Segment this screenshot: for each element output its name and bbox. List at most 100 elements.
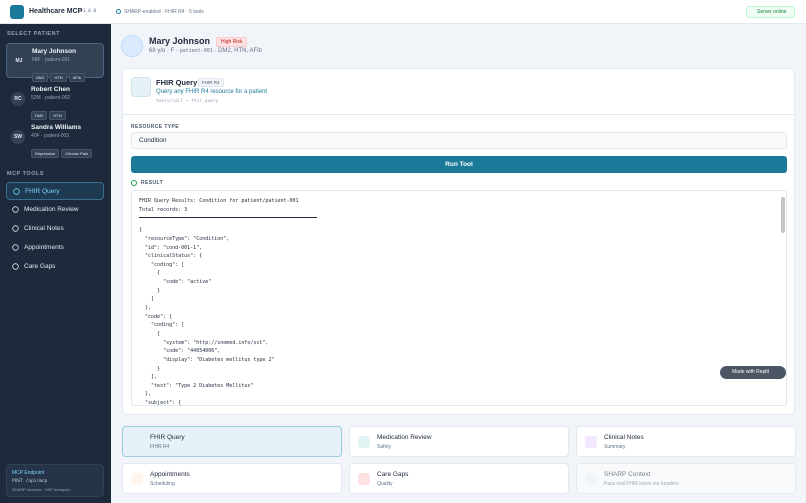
patient-card[interactable]: RC Robert Chen 52M · patient-002 DM2 HTN <box>6 82 104 120</box>
tool-card[interactable]: Medication Review Safety <box>349 426 569 457</box>
card-subtitle: Safety <box>377 444 392 450</box>
result-line: "display": "Diabetes mellitus type 2" <box>139 356 275 363</box>
tag-list: DM2 HTN <box>31 104 68 122</box>
tag: Chronic Pain <box>61 149 93 158</box>
tool-icon <box>12 206 19 213</box>
server-status: Server online <box>746 6 795 18</box>
tag: DM2 <box>32 73 49 82</box>
card-subtitle: FHIR R4 <box>150 444 170 450</box>
patient-card[interactable]: MJ Mary Johnson 68F · patient-001 DM2 HTN AFi… <box>6 43 104 82</box>
tool-item[interactable]: Clinical Notes <box>6 220 104 238</box>
result-text: FHIR Query Results: Condition for patien… <box>139 197 317 406</box>
patient-avatar <box>121 35 143 57</box>
card-icon <box>358 436 370 448</box>
result-line: "clinicalStatus": { <box>139 253 203 260</box>
card-title: Medication Review <box>377 434 432 441</box>
patient-card[interactable]: SW Sandra Williams 40F · patient-003 Depres… <box>6 120 104 158</box>
result-box: FHIR Query Results: Condition for patien… <box>131 190 787 406</box>
result-line: } <box>139 365 161 372</box>
card-title: SHARP Context <box>604 471 651 478</box>
tool-card[interactable]: Clinical Notes Summary <box>576 426 796 457</box>
result-line: "code": "active" <box>139 279 212 286</box>
tag: HTN <box>50 73 67 82</box>
tool-card[interactable]: Care Gaps Quality <box>349 463 569 494</box>
result-icon <box>131 180 137 186</box>
card-icon <box>131 473 143 485</box>
result-line: } <box>139 287 161 294</box>
result-line: { <box>139 227 143 234</box>
result-line: "text": "Type 2 Diabetes Mellitus" <box>139 382 254 389</box>
card-icon <box>358 473 370 485</box>
card-title: Appointments <box>150 471 190 478</box>
tool-card[interactable]: Appointments Scheduling <box>122 463 342 494</box>
tool-badge: FHIR R4 <box>198 78 224 87</box>
tool-icon <box>131 77 151 97</box>
patient-name: Sandra Williams <box>31 124 82 131</box>
section-heading: MCP TOOLS <box>7 171 44 177</box>
resource-select[interactable]: Condition <box>131 132 787 149</box>
tool-item[interactable]: Care Gaps <box>6 258 104 276</box>
patient-demographics: 68 y/o · F · patient-001 · DM2, HTN, AFi… <box>149 48 262 54</box>
patient-name: Mary Johnson <box>149 36 211 46</box>
card-icon <box>131 436 143 448</box>
tag: DM2 <box>31 111 48 120</box>
tool-item[interactable]: Appointments <box>6 239 104 257</box>
result-line: "resourceType": "Condition", <box>139 235 230 242</box>
patient-meta: 52M · patient-002 <box>31 95 71 101</box>
tag: AFib <box>68 73 85 82</box>
result-line: ], <box>139 374 158 381</box>
result-line: { <box>139 270 161 277</box>
result-line: { <box>139 330 161 337</box>
result-line: FHIR Query Results: Condition for patien… <box>139 198 299 204</box>
endpoint-note: SHARP headers · SSE transport <box>12 487 70 492</box>
run-button[interactable]: Run Tool <box>131 156 787 173</box>
patient-initials: MJ <box>12 54 26 68</box>
tool-card[interactable]: FHIR Query FHIR R4 <box>122 426 342 457</box>
tool-label: Appointments <box>24 244 64 251</box>
result-line: "code": "44054006", <box>139 348 221 355</box>
tag: Depression <box>31 149 60 158</box>
tool-label: Medication Review <box>24 206 79 213</box>
card-subtitle: Pass real FHIR token via headers <box>604 481 679 487</box>
tool-name: FHIR Query <box>156 78 198 87</box>
risk-badge: High Risk <box>216 37 248 47</box>
card-title: Clinical Notes <box>604 434 644 441</box>
app-title: Healthcare MCP <box>29 8 83 15</box>
status-text: SHARP-enabled · FHIR R4 · 5 tools <box>124 9 204 15</box>
tool-card[interactable]: SHARP Context Pass real FHIR token via he… <box>576 463 796 494</box>
tool-icon <box>12 225 19 232</box>
status-icon <box>116 9 121 14</box>
tool-item[interactable]: FHIR Query <box>6 182 104 200</box>
result-separator <box>139 217 317 219</box>
patient-meta: 68F · patient-001 <box>32 57 71 63</box>
card-subtitle: Scheduling <box>150 481 175 487</box>
patient-name: Mary Johnson <box>32 48 77 55</box>
tool-panel: FHIR Query FHIR R4 Query any FHIR R4 res… <box>122 68 795 415</box>
result-line: }, <box>139 391 152 398</box>
result-line: "system": "http://snomed.info/sct", <box>139 339 269 346</box>
tool-label: Clinical Notes <box>24 225 64 232</box>
logo <box>10 5 24 19</box>
patient-initials: RC <box>11 92 25 106</box>
card-icon <box>585 473 597 485</box>
result-line: "subject": { <box>139 400 182 406</box>
result-line: "coding": [ <box>139 261 185 268</box>
result-line: ] <box>139 296 155 303</box>
endpoint-route: POST /api/mcp <box>12 479 48 484</box>
patient-initials: SW <box>11 130 25 144</box>
tool-label: FHIR Query <box>25 188 60 195</box>
divider <box>123 114 794 115</box>
conditions: · DM2, HTN, AFib <box>214 48 262 54</box>
card-title: Care Gaps <box>377 471 409 478</box>
header: Healthcare MCP v1.0.0 SHARP-enabled · FH… <box>0 0 806 24</box>
patient-name: Robert Chen <box>31 86 70 93</box>
result-line: "coding": [ <box>139 322 185 329</box>
result-line: }, <box>139 305 152 312</box>
result-line: "code": { <box>139 313 173 320</box>
version: v1.0.0 <box>80 9 97 14</box>
watermark[interactable]: Made with Replit <box>720 366 786 379</box>
tool-icon <box>12 244 19 251</box>
patient-meta: 40F · patient-003 <box>31 133 70 139</box>
result-line: Total records: 3 <box>139 206 188 213</box>
tool-item[interactable]: Medication Review <box>6 201 104 219</box>
